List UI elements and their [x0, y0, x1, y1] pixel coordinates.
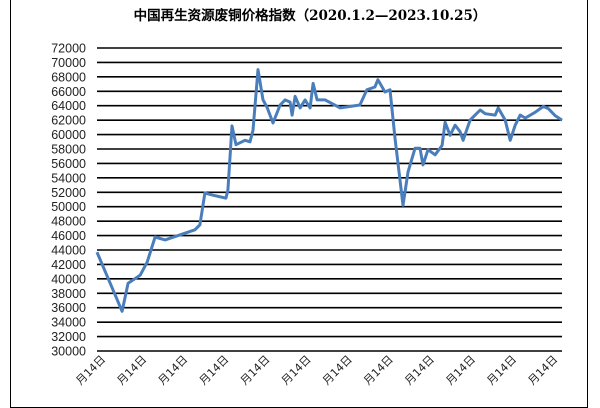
- y-tick-label: 34000: [51, 316, 86, 330]
- y-tick-label: 56000: [51, 157, 86, 171]
- x-tick-label: 月14日: [402, 353, 437, 388]
- x-tick-label: 月14日: [156, 353, 191, 388]
- y-tick-label: 64000: [51, 99, 86, 113]
- y-tick-label: 62000: [51, 114, 86, 128]
- y-tick-label: 54000: [51, 171, 86, 185]
- chart-title: 中国再生资源废铜价格指数（2020.1.2—2023.10.25）: [134, 7, 487, 24]
- x-tick-label: 月14日: [238, 353, 273, 388]
- y-tick-label: 30000: [51, 345, 86, 359]
- y-tick-label: 44000: [51, 244, 86, 258]
- y-tick-label: 72000: [51, 42, 86, 56]
- y-tick-label: 42000: [51, 258, 86, 272]
- y-tick-label: 46000: [51, 229, 86, 243]
- x-tick-label: 月14日: [443, 353, 478, 388]
- x-tick-label: 月14日: [484, 353, 519, 388]
- y-tick-label: 50000: [51, 200, 86, 214]
- x-tick-label: 月14日: [320, 353, 355, 388]
- y-tick-label: 52000: [51, 186, 86, 200]
- x-tick-label: 月14日: [279, 353, 314, 388]
- y-tick-label: 40000: [51, 272, 86, 286]
- y-tick-label: 66000: [51, 85, 86, 99]
- x-tick-label: 月14日: [361, 353, 396, 388]
- x-tick-label: 月14日: [197, 353, 232, 388]
- y-tick-label: 48000: [51, 215, 86, 229]
- y-tick-label: 32000: [51, 330, 86, 344]
- y-tick-label: 60000: [51, 128, 86, 142]
- y-tick-label: 36000: [51, 301, 86, 315]
- x-tick-label: 月14日: [526, 353, 561, 388]
- x-tick-label: 月14日: [115, 353, 150, 388]
- y-tick-label: 38000: [51, 287, 86, 301]
- y-tick-label: 58000: [51, 143, 86, 157]
- y-tick-label: 70000: [51, 56, 86, 70]
- y-tick-label: 68000: [51, 70, 86, 84]
